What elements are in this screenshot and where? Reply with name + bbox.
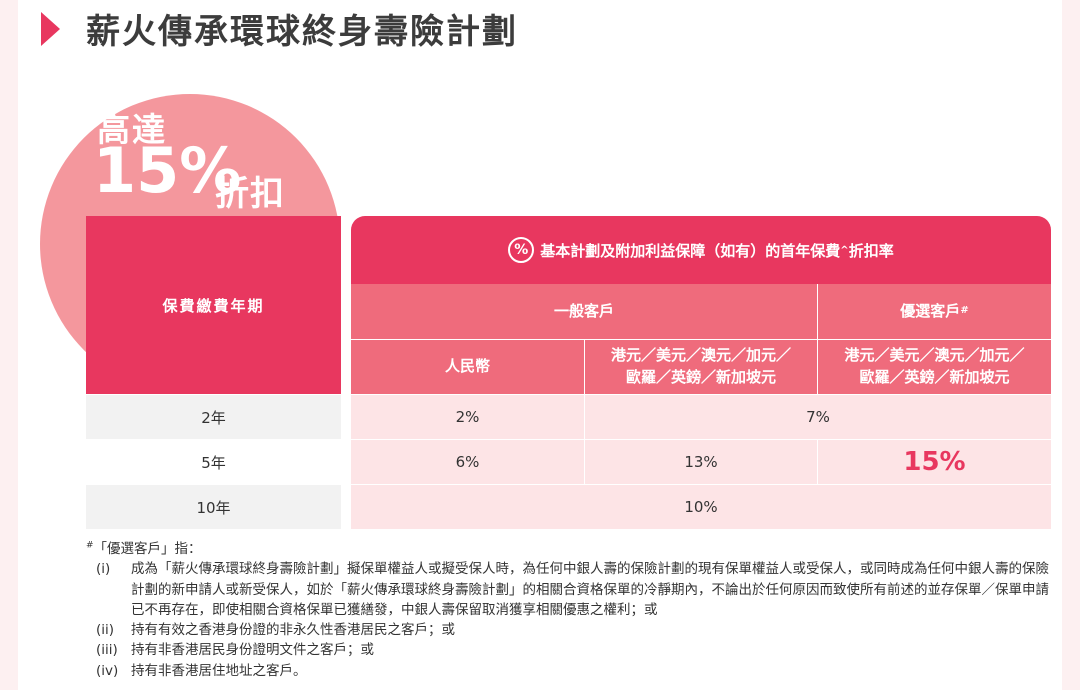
footnote-intro: #「優選客戶」指： (86, 540, 202, 558)
premium-term-header: 保費繳費年期 (86, 216, 341, 394)
table-row-term: 10年 (86, 485, 341, 529)
footnote-item: (ii) 持有有效之香港身份證的非永久性香港居民之客戶；或 (96, 622, 455, 638)
promo-percent: 15% (93, 134, 242, 207)
footnote-item: (iv) 持有非香港居住地址之客戶。 (96, 662, 307, 679)
hash-mark: # (960, 305, 969, 317)
cell-divider (584, 440, 585, 484)
fx-currencies-header: 港元／美元／澳元／加元／ 歐羅／英鎊／新加坡元 (585, 340, 817, 394)
table-row: 6% 13% 15% (351, 440, 1051, 484)
merged-rate-cell: 7% (806, 408, 830, 426)
table-row-term: 5年 (86, 440, 341, 484)
discount-rate-suffix: 折扣率 (848, 241, 894, 260)
cell-divider (584, 395, 585, 439)
discount-rate-header: % 基本計劃及附加利益保障（如有）的首年保費 ^ 折扣率 (351, 216, 1051, 284)
table-row-term: 2年 (86, 395, 341, 439)
table-row: 10% (351, 485, 1051, 529)
preferred-currencies-header: 港元／美元／澳元／加元／ 歐羅／英鎊／新加坡元 (818, 340, 1051, 394)
discount-rate-text: 基本計劃及附加利益保障（如有）的首年保費 (540, 241, 841, 260)
preferred-customer-header: 優選客戶 # (818, 284, 1051, 339)
play-arrow-icon (41, 12, 60, 46)
rmb-header: 人民幣 (351, 340, 584, 394)
rmb-rate-cell: 2% (455, 408, 480, 426)
percent-icon: % (508, 237, 535, 263)
promo-discount: 折扣 (215, 174, 285, 214)
page-title: 薪火傳承環球終身壽險計劃 (86, 12, 518, 52)
premium-term-label: 保費繳費年期 (162, 296, 265, 315)
footnotes: #「優選客戶」指： (i) 成為「薪火傳承環球終身壽險計劃」擬保單權益人或擬受保… (86, 539, 1056, 681)
preferred-rate-cell: 15% (903, 447, 966, 477)
rmb-rate-cell: 6% (455, 453, 480, 471)
footnote-item: (i) 成為「薪火傳承環球終身壽險計劃」擬保單權益人或擬受保人時，為任何中銀人壽… (96, 561, 1049, 618)
general-customer-header: 一般客戶 (351, 284, 817, 339)
fx-rate-cell: 13% (684, 453, 718, 471)
table-row: 2% 7% (351, 395, 1051, 439)
cell-divider (817, 440, 818, 484)
promo-up-to: 高達 (97, 110, 167, 149)
footnote-item: (iii) 持有非香港居民身份證明文件之客戶；或 (96, 642, 374, 659)
caret-mark: ^ (840, 244, 849, 256)
merged-rate-cell: 10% (684, 498, 718, 516)
